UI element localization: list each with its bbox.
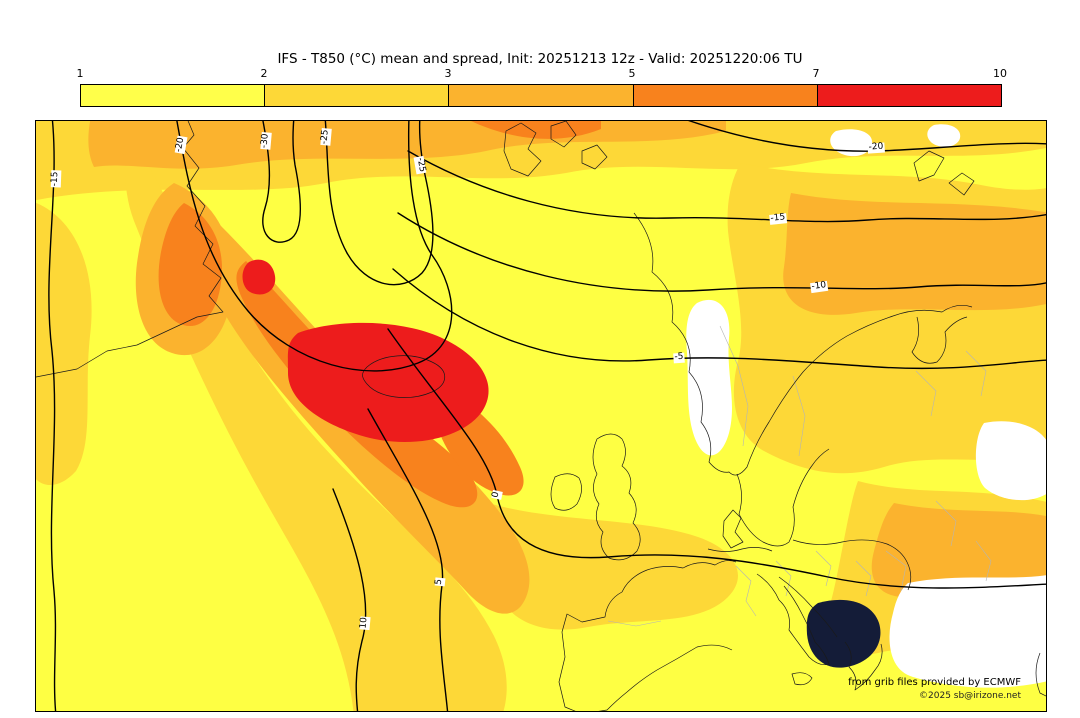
colorbar-tick: 10: [993, 67, 1007, 80]
contour-line--20: [176, 121, 453, 372]
no-data-region: [927, 124, 961, 147]
coastline-italy: [756, 573, 830, 686]
contour-label: -25: [319, 128, 332, 146]
spread-7-10-region: [242, 259, 276, 295]
country-borders: [607, 325, 992, 627]
dark-sea-region: [806, 599, 881, 668]
coastline-iceland: [362, 355, 446, 398]
contour-line--10: [397, 212, 1046, 292]
coastlines: [36, 121, 1046, 711]
no-data-region: [686, 299, 732, 456]
contour-line--15: [407, 150, 1046, 223]
contour-label: -15: [769, 212, 787, 225]
contour-line--5: [392, 268, 1046, 370]
colorbar-tick: 7: [812, 67, 820, 80]
colorbar: [80, 84, 1002, 107]
colorbar-segment-1-2: [81, 85, 265, 106]
map-panel: -15 -20 -30 -25 -25 -20 -15 -10 -5 0 5 1…: [35, 120, 1047, 712]
credit-ecmwf: from grib files provided by ECMWF: [848, 676, 1021, 688]
contour-line-0: [387, 328, 1046, 589]
no-data-region: [889, 575, 1046, 688]
coastline-scandinavia: [633, 212, 894, 476]
credits: from grib files provided by ECMWF ©2025 …: [848, 675, 1021, 704]
no-data-region: [830, 129, 873, 157]
spread-2-3-region: [486, 503, 738, 630]
spread-3-5-region: [871, 503, 1046, 598]
spread-fills: [36, 121, 1046, 711]
colorbar-tick: 1: [76, 67, 84, 80]
spread-7-10-region: [287, 322, 489, 443]
contour-line-10: [332, 488, 367, 711]
coastline-caspian: [1035, 652, 1046, 697]
colorbar-segment-2-3: [264, 85, 449, 106]
colorbar-segment-3-5: [448, 85, 633, 106]
contour-line--30: [262, 121, 301, 243]
coastline-baltic: [736, 448, 912, 591]
coastline-ireland: [550, 473, 582, 511]
contour-label: -5: [673, 351, 685, 364]
contour-label: 10: [358, 615, 371, 631]
spread-5-7-region: [158, 203, 222, 327]
coastline-arctic-islands: [913, 150, 975, 196]
contour-label: -15: [49, 170, 62, 188]
colorbar-tick: 3: [444, 67, 452, 80]
coastline-britain: [592, 433, 641, 561]
spread-2-3-region: [125, 133, 507, 711]
colorbar-tick: 5: [628, 67, 636, 80]
contour-label: -20: [867, 141, 885, 154]
colorbar-segment-5-7: [632, 85, 817, 106]
coastline-denmark: [707, 509, 773, 552]
contour-label: -25: [413, 155, 428, 175]
coastline-iberia-france: [558, 569, 733, 711]
coastline-channel: [646, 560, 737, 571]
spread-3-5-region: [783, 193, 1046, 315]
map-canvas: [36, 121, 1046, 711]
credit-irizone: ©2025 sb@irizone.net: [919, 690, 1021, 701]
coastline-balkans-greece: [778, 576, 883, 691]
coastline-svalbard: [503, 121, 608, 177]
colorbar-segment-7-10: [816, 85, 1002, 106]
no-data-region: [975, 421, 1046, 501]
contour-line--15-west: [48, 121, 57, 711]
spread-5-7-region: [471, 121, 601, 139]
contour-label: 5: [433, 577, 446, 587]
chart-title: IFS - T850 (°C) mean and spread, Init: 2…: [277, 51, 803, 67]
coastline-greenland: [36, 121, 224, 378]
coastline-white-sea: [892, 305, 973, 364]
colorbar-tick: 2: [260, 67, 268, 80]
contour-label: -30: [259, 132, 272, 150]
